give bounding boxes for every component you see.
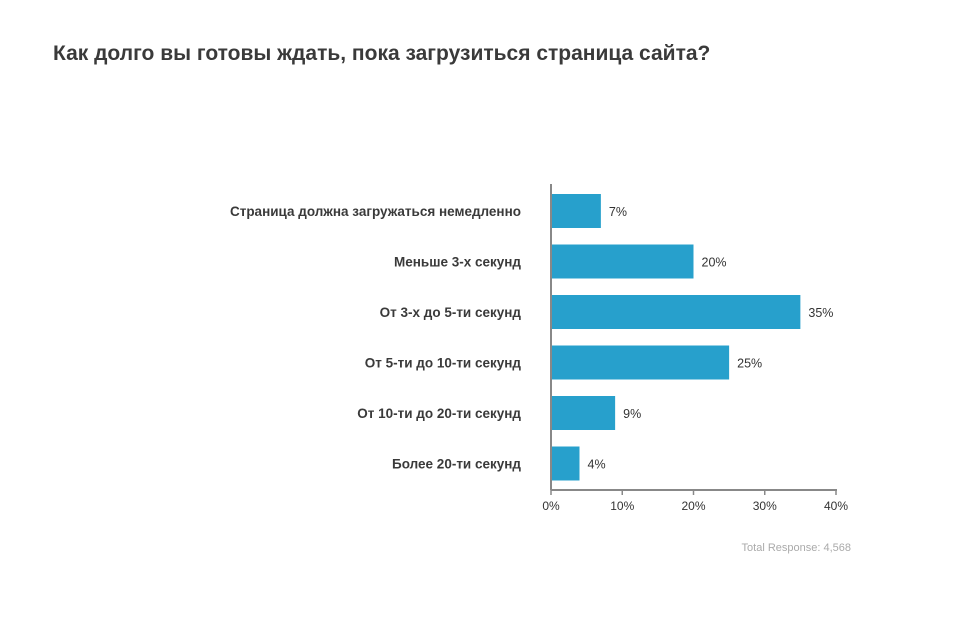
category-label: От 5-ти до 10-ти секунд bbox=[365, 356, 522, 371]
category-label: Более 20-ти секунд bbox=[392, 457, 521, 472]
category-label: От 10-ти до 20-ти секунд bbox=[357, 406, 521, 421]
x-tick-label: 40% bbox=[824, 499, 848, 513]
data-label: 4% bbox=[588, 458, 606, 472]
data-label: 7% bbox=[609, 205, 627, 219]
category-label: От 3-х до 5-ти секунд bbox=[380, 305, 522, 320]
data-label: 25% bbox=[737, 357, 762, 371]
data-label: 35% bbox=[808, 306, 833, 320]
data-label: 20% bbox=[702, 256, 727, 270]
x-tick-label: 10% bbox=[610, 499, 634, 513]
bar-6[interactable] bbox=[551, 446, 580, 481]
bar-2[interactable] bbox=[551, 244, 694, 279]
category-label: Меньше 3-х секунд bbox=[394, 255, 521, 270]
bar-4[interactable] bbox=[551, 345, 730, 380]
x-tick-label: 30% bbox=[753, 499, 777, 513]
x-tick-label: 20% bbox=[681, 499, 705, 513]
bar-1[interactable] bbox=[551, 194, 601, 228]
chart-title: Как долго вы готовы ждать, пока загрузит… bbox=[53, 42, 711, 65]
category-label: Страница должна загружаться немедленно bbox=[230, 204, 521, 219]
x-tick-label: 0% bbox=[542, 499, 560, 513]
data-label: 9% bbox=[623, 407, 641, 421]
bar-5[interactable] bbox=[551, 396, 616, 430]
total-response-note: Total Response: 4,568 bbox=[741, 542, 851, 554]
bar-3[interactable] bbox=[551, 295, 801, 329]
